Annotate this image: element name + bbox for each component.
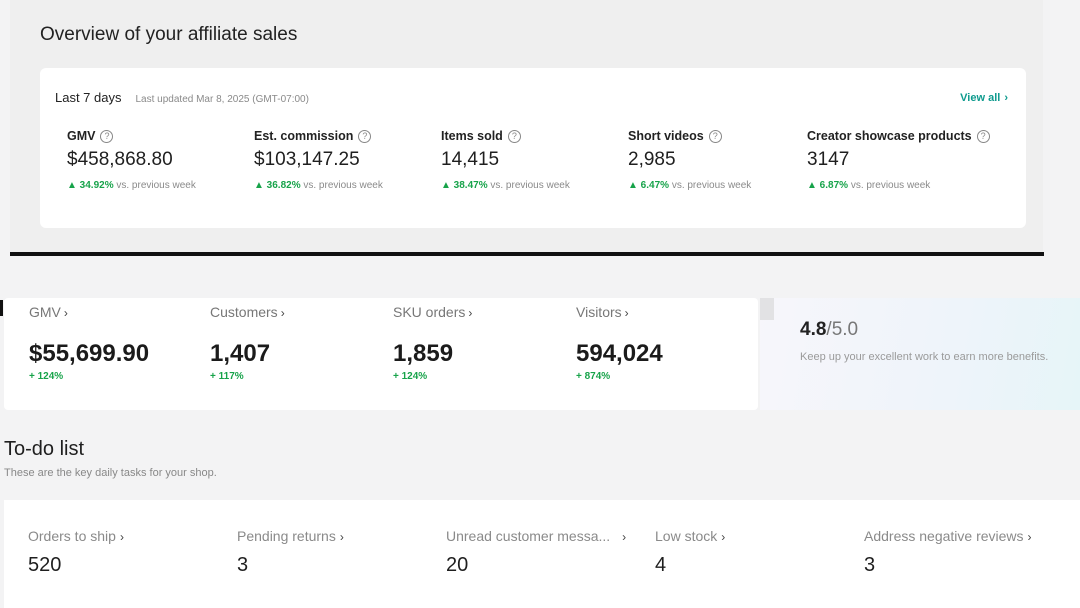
chevron-right-icon: › bbox=[1004, 92, 1008, 104]
metric-label: Items sold bbox=[441, 129, 503, 143]
stat-change: + 124% bbox=[29, 371, 64, 382]
stat-link-customers[interactable]: Customers › bbox=[210, 304, 285, 320]
todo-link-negative-reviews[interactable]: Address negative reviews › bbox=[864, 528, 1032, 544]
todo-label: Orders to ship bbox=[28, 528, 116, 544]
stat-label: GMV bbox=[29, 304, 61, 320]
metric-gmv: GMV? $458,868.80 ▲ 34.92% vs. previous w… bbox=[67, 129, 257, 191]
stat-value: 594,024 bbox=[576, 340, 663, 367]
metric-est-commission: Est. commission? $103,147.25 ▲ 36.82% vs… bbox=[254, 129, 444, 191]
rating-score-value: 4.8 bbox=[800, 319, 827, 340]
todo-label: Pending returns bbox=[237, 528, 336, 544]
chevron-right-icon: › bbox=[63, 306, 68, 320]
rating-note: Keep up your excellent work to earn more… bbox=[800, 351, 1049, 363]
todo-value: 520 bbox=[28, 554, 62, 576]
help-circle-icon[interactable]: ? bbox=[507, 129, 521, 143]
metric-value: $103,147.25 bbox=[254, 149, 360, 170]
stat-label: Visitors bbox=[576, 304, 622, 320]
help-circle-icon[interactable]: ? bbox=[976, 129, 990, 143]
todo-link-pending-returns[interactable]: Pending returns › bbox=[237, 528, 344, 544]
stat-value: 1,859 bbox=[393, 340, 454, 367]
shop-stats-card: GMV › $55,699.90 + 124% Customers › 1,407 … bbox=[4, 298, 758, 410]
metric-value: 2,985 bbox=[628, 149, 676, 170]
period-label: Last 7 days bbox=[55, 90, 122, 105]
view-all-link[interactable]: View all › bbox=[960, 92, 1008, 104]
rating-card-corner bbox=[760, 298, 774, 320]
help-circle-icon[interactable]: ? bbox=[708, 129, 722, 143]
metric-change-text: vs. previous week bbox=[303, 180, 383, 191]
stat-change: + 874% bbox=[576, 371, 611, 382]
todo-card: Orders to ship › 520 Pending returns › 3 U… bbox=[4, 500, 1080, 608]
todo-value: 4 bbox=[655, 554, 667, 576]
todo-link-low-stock[interactable]: Low stock › bbox=[655, 528, 725, 544]
chevron-right-icon: › bbox=[624, 306, 629, 320]
affiliate-overview-title: Overview of your affiliate sales bbox=[40, 24, 298, 45]
stat-value: $55,699.90 bbox=[29, 340, 150, 367]
chevron-right-icon: › bbox=[622, 530, 627, 544]
stat-link-sku-orders[interactable]: SKU orders › bbox=[393, 304, 472, 320]
metric-label: Short videos bbox=[628, 129, 704, 143]
metric-change-pct: ▲ 6.47% bbox=[628, 180, 670, 191]
rating-score: 4.8/5.0 bbox=[800, 319, 858, 341]
chevron-right-icon: › bbox=[280, 306, 285, 320]
chevron-right-icon: › bbox=[119, 530, 124, 544]
todo-value: 20 bbox=[446, 554, 469, 576]
last-updated-text: Last updated Mar 8, 2025 (GMT-07:00) bbox=[135, 94, 309, 105]
chevron-right-icon: › bbox=[339, 530, 344, 544]
stat-link-visitors[interactable]: Visitors › bbox=[576, 304, 629, 320]
help-circle-icon[interactable]: ? bbox=[100, 129, 114, 143]
affiliate-overview-panel: Overview of your affiliate sales Last 7 … bbox=[10, 0, 1043, 255]
metric-change-text: vs. previous week bbox=[671, 180, 752, 191]
metric-change-pct: ▲ 36.82% bbox=[254, 180, 301, 191]
metric-change-text: vs. previous week bbox=[490, 180, 570, 191]
metric-change-text: vs. previous week bbox=[116, 180, 196, 191]
stat-link-gmv[interactable]: GMV › bbox=[29, 304, 68, 320]
todo-label: Unread customer messa... bbox=[446, 528, 611, 544]
help-circle-icon[interactable]: ? bbox=[358, 129, 372, 143]
stat-change: + 117% bbox=[210, 371, 244, 382]
metric-value: 3147 bbox=[807, 149, 850, 170]
metric-change-pct: ▲ 38.47% bbox=[441, 180, 488, 191]
chevron-right-icon: › bbox=[1027, 530, 1032, 544]
stat-label: Customers bbox=[210, 304, 278, 320]
metric-label: Creator showcase products bbox=[807, 129, 972, 143]
todo-link-unread-messages[interactable]: Unread customer messa... › bbox=[446, 528, 626, 544]
metric-change-pct: ▲ 6.87% bbox=[807, 180, 849, 191]
todo-link-orders-to-ship[interactable]: Orders to ship › bbox=[28, 528, 124, 544]
todo-value: 3 bbox=[237, 554, 249, 576]
metric-value: $458,868.80 bbox=[67, 149, 173, 170]
metric-value: 14,415 bbox=[441, 149, 500, 170]
chevron-right-icon: › bbox=[468, 306, 473, 320]
stat-value: 1,407 bbox=[210, 340, 271, 367]
stat-label: SKU orders bbox=[393, 304, 466, 320]
metric-change-pct: ▲ 34.92% bbox=[67, 180, 114, 191]
rating-score-max: /5.0 bbox=[826, 319, 859, 340]
metric-items-sold: Items sold? 14,415 ▲ 38.47% vs. previous… bbox=[441, 129, 631, 191]
todo-subtitle: These are the key daily tasks for your s… bbox=[4, 467, 217, 479]
metric-change-text: vs. previous week bbox=[850, 180, 931, 191]
todo-value: 3 bbox=[864, 554, 876, 576]
todo-title: To-do list bbox=[4, 438, 85, 460]
stat-change: + 124% bbox=[393, 371, 428, 382]
metric-short-videos: Short videos? 2,985 ▲ 6.47% vs. previous… bbox=[628, 129, 818, 191]
view-all-label: View all bbox=[960, 92, 1001, 104]
shop-rating-card[interactable]: 4.8/5.0 Keep up your excellent work to e… bbox=[760, 298, 1080, 410]
metric-label: Est. commission bbox=[254, 129, 354, 143]
section-divider bbox=[10, 252, 1044, 256]
chevron-right-icon: › bbox=[721, 530, 726, 544]
metric-label: GMV bbox=[67, 129, 96, 143]
metric-creator-showcase-products: Creator showcase products? 3147 ▲ 6.87% … bbox=[807, 129, 1027, 191]
left-edge-marker bbox=[0, 300, 3, 316]
todo-label: Low stock bbox=[655, 528, 718, 544]
todo-label: Address negative reviews bbox=[864, 528, 1024, 544]
affiliate-overview-card: Last 7 days Last updated Mar 8, 2025 (GM… bbox=[40, 68, 1026, 228]
